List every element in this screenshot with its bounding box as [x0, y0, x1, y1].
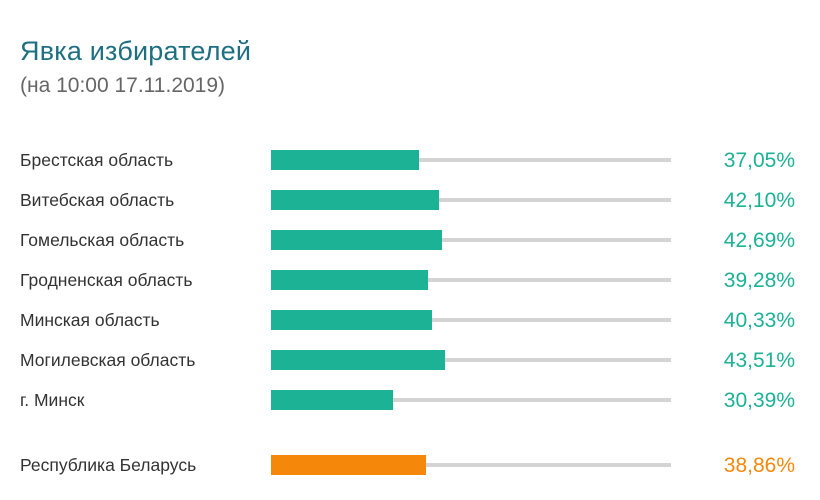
value-label: 42,69% [723, 229, 795, 252]
category-label: Витебская область [20, 190, 175, 210]
category-label: Гродненская область [20, 270, 193, 290]
value-label: 37,05% [723, 149, 795, 172]
category-label: Республика Беларусь [20, 455, 197, 475]
region-row: Витебская область 42,10% [0, 189, 820, 220]
category-label: г. Минск [20, 390, 85, 410]
category-label: Минская область [20, 310, 160, 330]
bar-track [271, 198, 671, 202]
bar-track [271, 358, 671, 362]
bar-track [271, 278, 671, 282]
total-bar [271, 455, 427, 475]
chart-subtitle: (на 10:00 17.11.2019) [20, 74, 226, 97]
total-row: Республика Беларусь 38,86% [0, 454, 820, 485]
value-label: 38,86% [723, 454, 795, 477]
bar-track [271, 318, 671, 322]
value-label: 40,33% [723, 309, 795, 332]
region-row: Брестская область 37,05% [0, 149, 820, 180]
region-bar [271, 270, 429, 290]
value-label: 43,51% [723, 349, 795, 372]
region-bar [271, 310, 433, 330]
bar-track [271, 238, 671, 242]
value-label: 30,39% [723, 389, 795, 412]
region-row: Могилевская область 43,51% [0, 349, 820, 380]
category-label: Брестская область [20, 150, 174, 170]
bar-track [271, 158, 671, 162]
region-row: Гродненская область 39,28% [0, 269, 820, 300]
category-label: Гомельская область [20, 230, 185, 250]
chart-title: Явка избирателей [20, 36, 252, 66]
bar-track [271, 463, 671, 467]
region-row: Гомельская область 42,69% [0, 229, 820, 260]
value-label: 39,28% [723, 269, 795, 292]
bar-track [271, 398, 671, 402]
region-row: Минская область 40,33% [0, 309, 820, 340]
region-bar [271, 390, 393, 410]
region-bar [271, 150, 420, 170]
region-bar [271, 230, 442, 250]
region-row: г. Минск 30,39% [0, 389, 820, 420]
region-bar [271, 350, 446, 370]
category-label: Могилевская область [20, 350, 196, 370]
value-label: 42,10% [723, 189, 795, 212]
region-bar [271, 190, 440, 210]
